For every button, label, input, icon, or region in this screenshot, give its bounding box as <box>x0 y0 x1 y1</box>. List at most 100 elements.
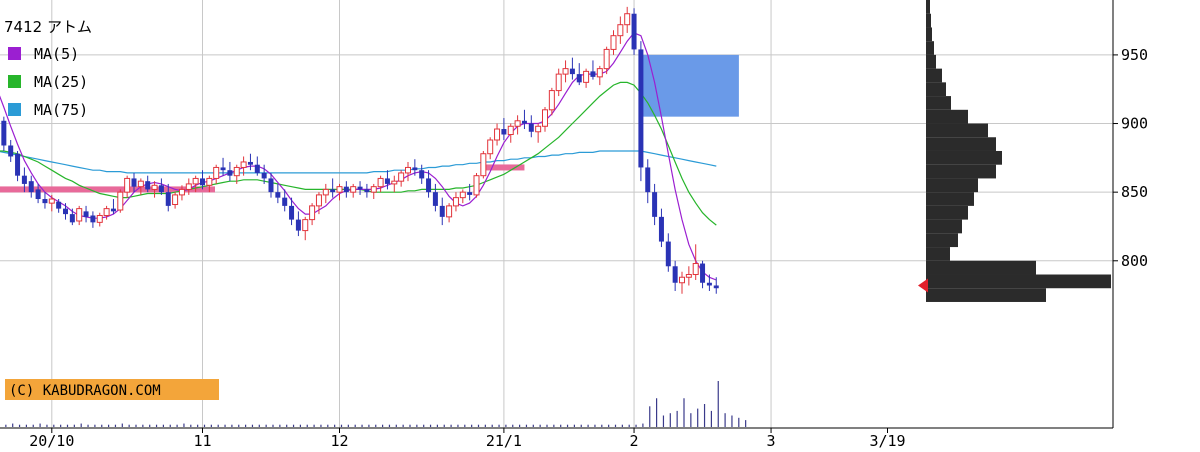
candle <box>507 123 514 143</box>
candle <box>357 181 363 195</box>
volume-profile-bar <box>926 82 946 97</box>
candle-body <box>1 120 7 146</box>
candle <box>459 189 466 204</box>
axes: 800 850 900 950 20/10 11 12 21/1 2 3 3/19 <box>0 0 1148 450</box>
candle-body <box>398 172 405 182</box>
volume-profile-bar <box>926 0 930 14</box>
candle <box>268 172 274 198</box>
volume-profile-bar <box>926 68 942 83</box>
candle-body <box>357 186 363 190</box>
legend-label-ma25: MA(25) <box>34 73 88 91</box>
candle-body <box>569 68 575 75</box>
candle <box>542 107 548 132</box>
candle <box>405 161 411 182</box>
candle-body <box>227 170 233 176</box>
candle <box>137 178 144 195</box>
candle-body <box>480 153 487 177</box>
candle-body <box>206 177 213 186</box>
candle <box>254 156 260 176</box>
candle <box>145 175 151 193</box>
candle-body <box>419 170 425 179</box>
candle <box>555 68 562 97</box>
candle <box>700 260 706 289</box>
candle-body <box>658 216 664 242</box>
candle-body <box>261 172 267 179</box>
candle-body <box>446 205 453 218</box>
candle-body <box>8 145 14 157</box>
candle-body <box>158 185 164 193</box>
volume-profile-bar <box>926 150 1002 165</box>
volume-profile-bar <box>926 27 932 42</box>
candle-body <box>137 180 144 188</box>
candle-body <box>583 70 590 83</box>
candle <box>665 233 671 272</box>
candle <box>439 197 445 226</box>
candle <box>706 274 712 291</box>
candle <box>364 183 370 198</box>
volume-bars <box>5 381 747 427</box>
candle <box>583 68 590 88</box>
candle <box>679 271 685 294</box>
candle-body <box>610 35 617 50</box>
volume-profile-bar <box>926 109 968 124</box>
candle-body <box>330 189 336 193</box>
candle <box>289 197 295 226</box>
legend-label-ma75: MA(75) <box>34 101 88 119</box>
candle <box>658 208 664 248</box>
candle <box>419 164 425 184</box>
candle-body <box>685 274 692 278</box>
candle-body <box>289 205 295 220</box>
credit-text: (C) KABUDRAGON.COM <box>9 383 161 399</box>
candle <box>535 123 542 143</box>
last-price-marker <box>918 278 928 293</box>
candle <box>172 192 179 209</box>
candle-body <box>315 194 322 207</box>
candle <box>590 60 596 80</box>
candle-body <box>233 166 240 177</box>
volume-profile-bar <box>926 41 934 55</box>
candle-body <box>336 186 343 193</box>
candle <box>377 175 384 193</box>
candle-body <box>521 120 527 124</box>
candle-body <box>295 219 301 231</box>
candle-body <box>631 13 637 50</box>
candle-body <box>275 192 281 198</box>
support-line <box>483 164 525 171</box>
candle-body <box>21 175 27 184</box>
moving-average-lines <box>0 32 717 281</box>
candle <box>227 161 233 182</box>
credit-background <box>5 379 219 400</box>
y-tick-label: 800 <box>1121 252 1148 270</box>
candle-body <box>652 192 658 217</box>
candle <box>322 183 329 204</box>
candle <box>672 260 678 291</box>
candle-body <box>494 128 501 141</box>
x-tick-label: 12 <box>330 432 348 450</box>
candle <box>131 172 137 193</box>
candle <box>350 183 357 198</box>
candle-body <box>535 125 542 133</box>
x-tick-label: 20/10 <box>29 432 74 450</box>
candle-body <box>679 276 685 284</box>
volume-profile-bar <box>926 137 996 151</box>
ma75-line <box>0 150 717 174</box>
candle <box>330 178 336 198</box>
candle <box>200 170 205 190</box>
candle-body <box>56 201 62 209</box>
candle <box>178 185 185 201</box>
last-price-arrow <box>918 278 928 293</box>
candle-body <box>42 199 48 204</box>
candle <box>514 115 521 135</box>
candle-body <box>617 24 624 37</box>
candle-body <box>165 192 171 206</box>
candle <box>562 60 569 83</box>
volume-profile <box>926 0 1111 302</box>
volume-profile-bar <box>926 178 978 193</box>
candle <box>713 277 719 294</box>
candle-body <box>439 205 445 217</box>
candle <box>309 203 316 226</box>
candle <box>282 189 288 212</box>
candle <box>302 216 309 241</box>
candle <box>576 63 582 86</box>
